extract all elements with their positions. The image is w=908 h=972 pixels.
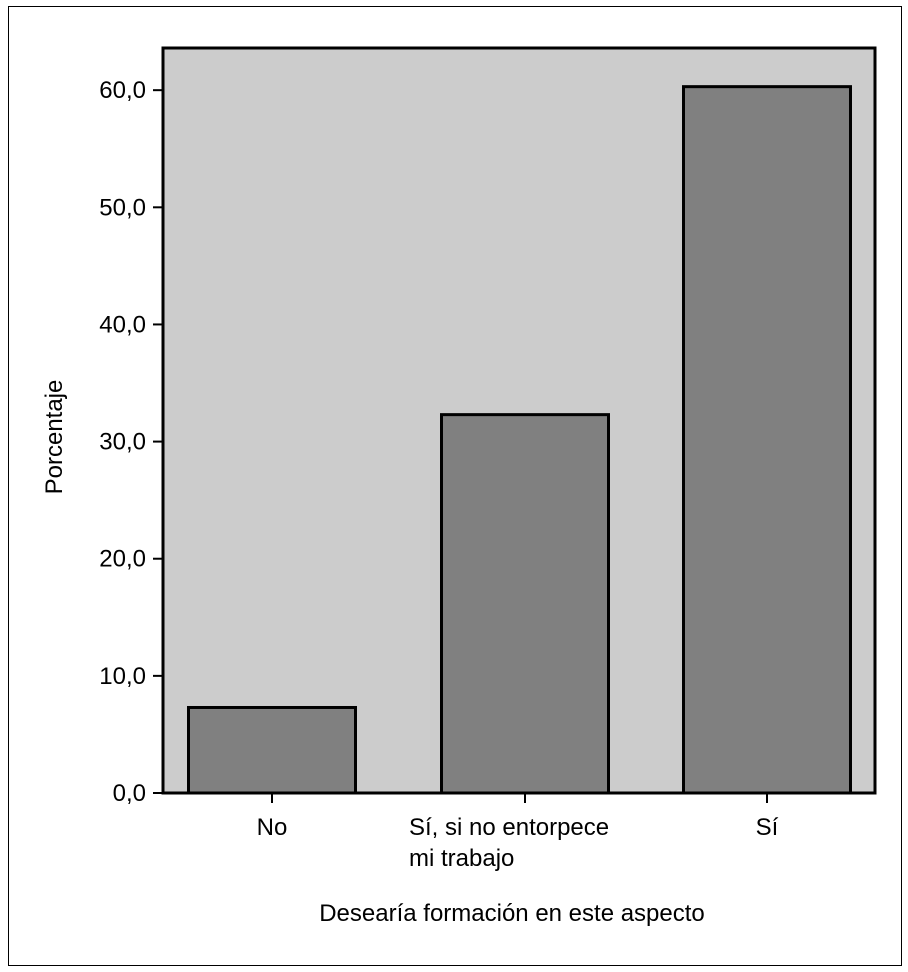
bar-3 — [682, 85, 852, 795]
x-tick-label: No — [257, 814, 288, 841]
bar-1 — [187, 705, 357, 795]
y-tick-label: 60,0 — [99, 77, 146, 104]
x-tick-label: mi trabajo — [409, 845, 514, 872]
x-axis-title: Desearía formación en este aspecto — [319, 900, 705, 927]
bar-2 — [440, 413, 610, 795]
y-tick-label: 50,0 — [99, 194, 146, 221]
bars-layer — [187, 85, 852, 795]
x-tick-label: Sí, si no entorpece — [409, 814, 609, 841]
y-tick-label: 20,0 — [99, 546, 146, 573]
y-axis: 0,0 10,0 20,0 30,0 40,0 50,0 60,0 — [99, 77, 163, 807]
y-axis-title: Porcentaje — [41, 380, 68, 495]
y-tick-label: 40,0 — [99, 311, 146, 338]
x-tick-label: Sí — [756, 814, 779, 841]
x-axis: No Sí, si no entorpece mi trabajo Sí — [257, 793, 779, 872]
y-tick-label: 10,0 — [99, 663, 146, 690]
y-tick-label: 30,0 — [99, 429, 146, 456]
y-tick-label: 0,0 — [113, 780, 146, 807]
